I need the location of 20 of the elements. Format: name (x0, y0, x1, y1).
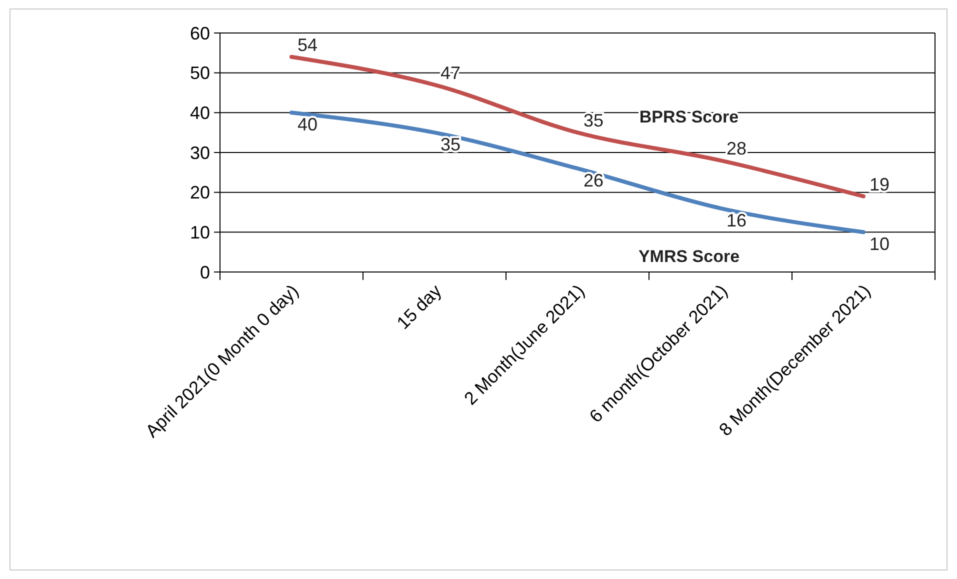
y-tick-label: 30 (190, 142, 210, 163)
y-tick-label: 0 (200, 262, 210, 282)
y-tick-label: 10 (190, 222, 210, 242)
data-label: 16 (726, 210, 747, 230)
data-label: 35 (584, 110, 604, 131)
y-tick-label: 50 (190, 63, 210, 84)
y-tick-label: 40 (190, 102, 210, 123)
text: YMRS Score (638, 247, 740, 266)
data-label: 40 (298, 114, 318, 135)
data-label: 10 (870, 234, 890, 254)
series-label: BPRS Score (639, 108, 739, 127)
y-tick-label: 20 (190, 182, 210, 203)
data-label: 19 (870, 174, 890, 194)
line-series (290, 54, 866, 198)
y-tick-label: 60 (190, 23, 210, 44)
data-label: 35 (440, 134, 461, 155)
line-series (290, 110, 866, 234)
data-label: 26 (584, 170, 604, 190)
data-label: 54 (298, 34, 318, 55)
x-tick-label: 15 day (392, 280, 446, 334)
